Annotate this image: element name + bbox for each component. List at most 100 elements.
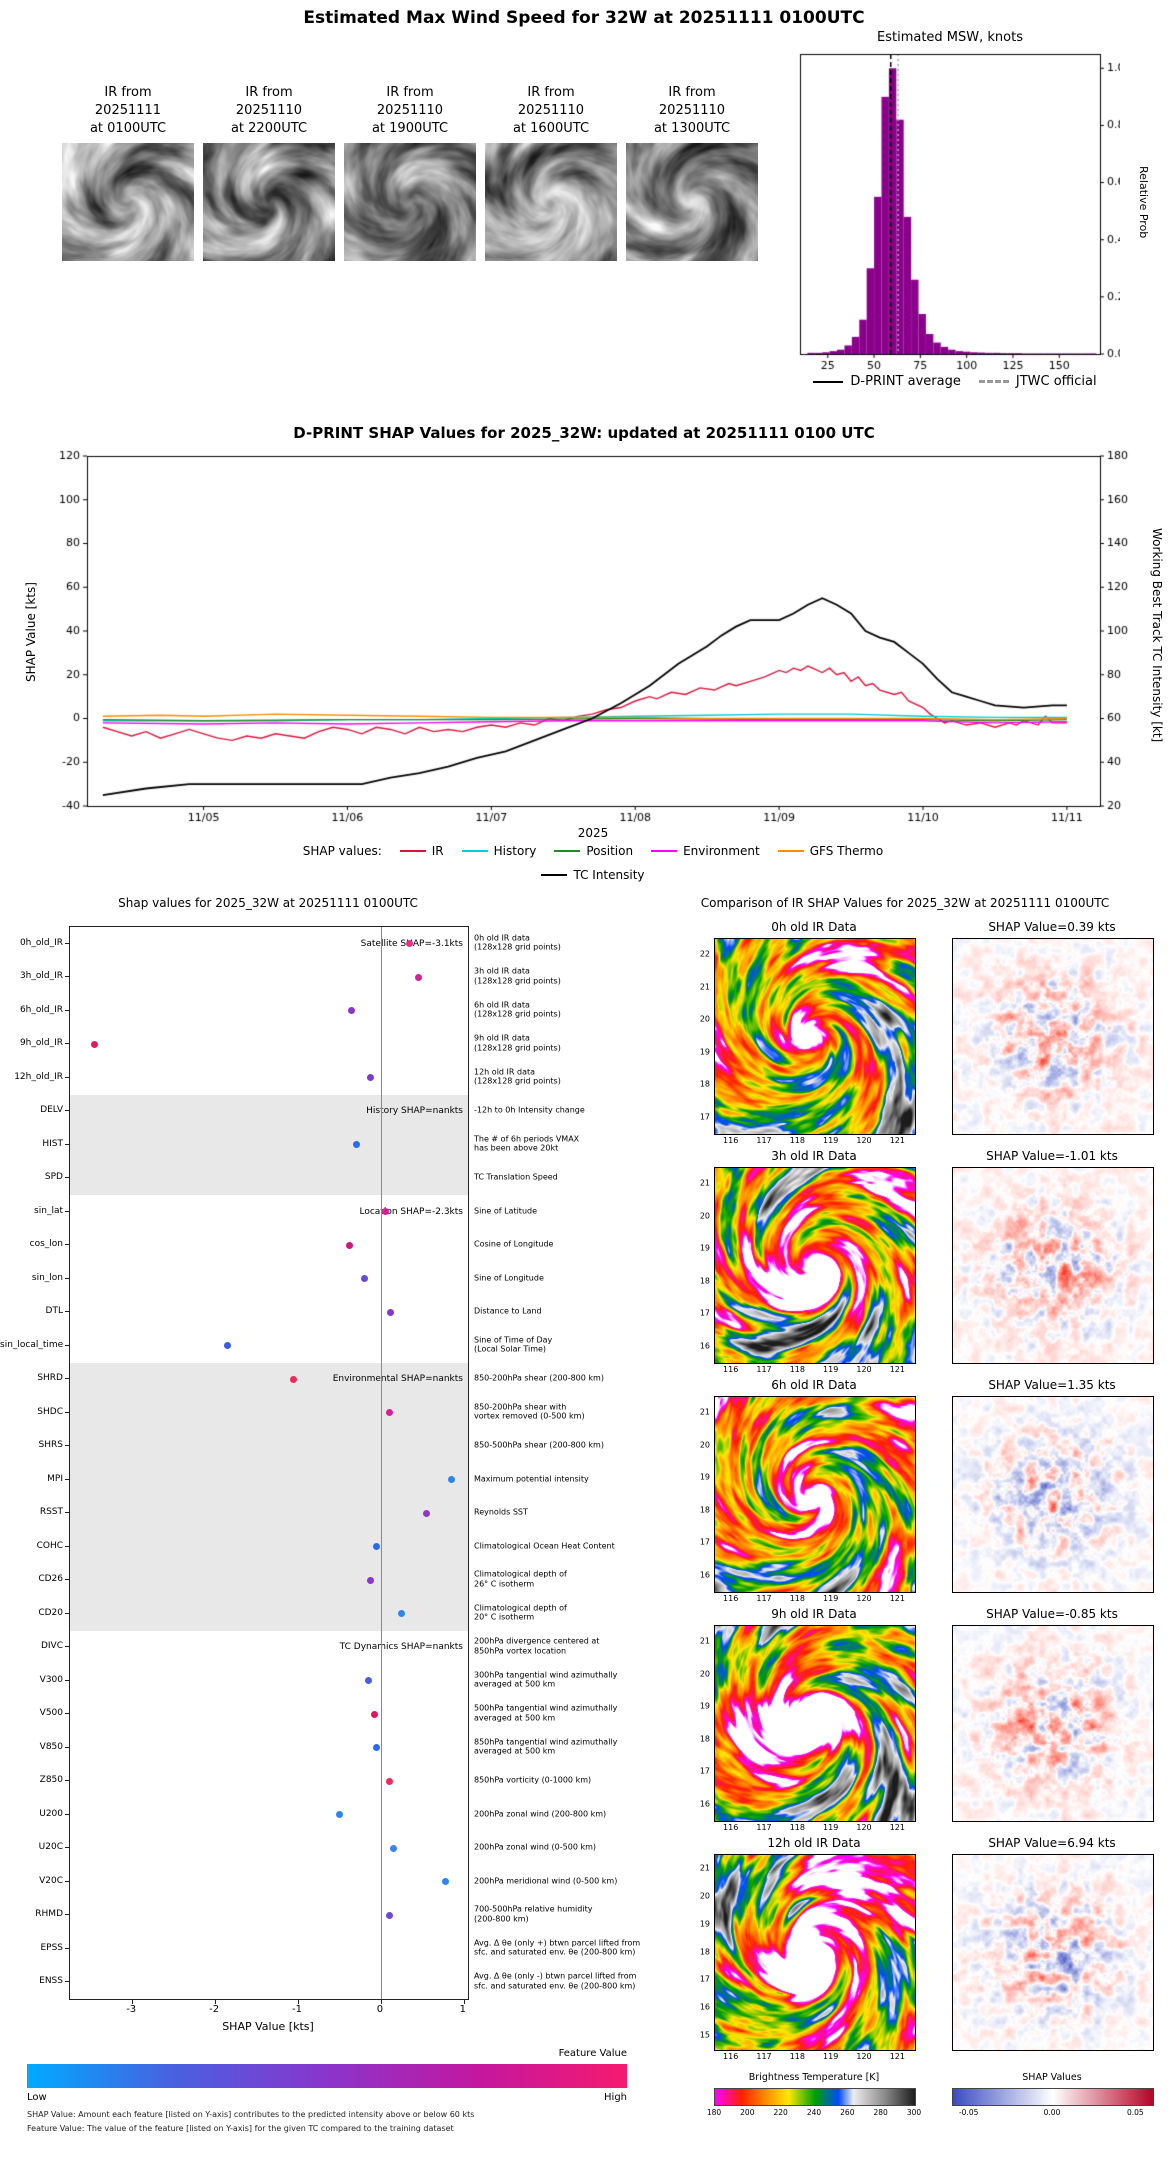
- y-tick: [65, 1043, 69, 1045]
- group-shap-label: Location SHAP=-2.3kts: [359, 1206, 463, 1217]
- lat-tick-label: 22: [699, 949, 710, 959]
- feature-name: V500: [39, 1708, 63, 1719]
- lat-tick-label: 18: [699, 1079, 710, 1089]
- shap-dot: [423, 1509, 431, 1517]
- lat-tick-label: 21: [699, 1178, 710, 1188]
- feature-name: U200: [39, 1808, 63, 1819]
- ir-thumbnail-image: [344, 143, 476, 261]
- lon-tick-label: 117: [756, 1823, 772, 1832]
- group-shap-label: Environmental SHAP=nankts: [332, 1374, 463, 1385]
- ir-thumbnail-caption: IR from 20251110 at 1600UTC: [512, 85, 590, 136]
- legend-item: History: [461, 844, 537, 858]
- shap-values-colorbar-label: SHAP Values: [1022, 2072, 1082, 2083]
- lat-tick-label: 18: [699, 1734, 710, 1744]
- y-tick: [65, 1244, 69, 1246]
- lon-tick-label: 121: [889, 1136, 905, 1145]
- shap-cb-tick-label: 0.05: [1126, 2108, 1144, 2117]
- shap-dot: [373, 1744, 381, 1752]
- shap-cb-tick-label: -0.05: [958, 2108, 979, 2117]
- lon-tick-label: 120: [856, 1594, 872, 1603]
- shap-dot: [352, 1141, 360, 1149]
- lat-tick-label: 20: [699, 1211, 710, 1221]
- x-tick-label: 0: [376, 2004, 384, 2015]
- lat-tick-label: 17: [699, 1308, 710, 1318]
- ir-map-title: 9h old IR Data: [771, 1607, 857, 1621]
- shap-map-title: SHAP Value=-0.85 kts: [986, 1607, 1118, 1621]
- legend-label: History: [493, 844, 537, 858]
- feature-desc: 850-500hPa shear (200-800 km): [474, 1440, 604, 1450]
- feature-desc: TC Translation Speed: [474, 1172, 558, 1182]
- x-tick-label: 1: [459, 2004, 467, 2015]
- legend-label: JTWC official: [1015, 374, 1097, 389]
- feature-desc: 3h old IR data (128x128 grid points): [474, 966, 561, 986]
- feature-desc: Avg. Δ θe (only +) btwn parcel lifted fr…: [474, 1938, 641, 1957]
- feature-value-colorbar-label: Feature Value: [558, 2048, 627, 2059]
- bt-tick-label: 220: [773, 2108, 788, 2117]
- y-tick: [65, 1612, 69, 1614]
- shap-dot: [370, 1710, 378, 1718]
- shap-dot: [373, 1543, 381, 1551]
- shap-dot: [365, 1677, 372, 1685]
- shap-dot: [398, 1610, 406, 1618]
- lat-tick-label: 17: [699, 1974, 710, 1984]
- lat-tick-label: 19: [699, 1919, 710, 1929]
- y-tick: [65, 1646, 69, 1648]
- lat-tick-label: 16: [699, 1799, 710, 1809]
- feature-desc: 200hPa zonal wind (0-500 km): [474, 1842, 596, 1852]
- legend-line: [461, 850, 488, 852]
- feature-name: sin_lon: [31, 1272, 63, 1283]
- ir-thumbnail-image: [485, 143, 617, 261]
- y-tick: [65, 1143, 69, 1145]
- shap-dot: [367, 1576, 375, 1584]
- legend-label: GFS Thermo: [809, 844, 884, 858]
- x-tick: [215, 1999, 217, 2004]
- lon-tick-label: 116: [723, 1136, 739, 1145]
- ir-map-image: [714, 1167, 916, 1364]
- feature-name: 9h_old_IR: [19, 1038, 63, 1049]
- lat-tick-label: 18: [699, 1505, 710, 1515]
- shap-dot: [348, 1007, 356, 1015]
- shap-dot: [91, 1040, 99, 1048]
- x-tick: [463, 1999, 465, 2004]
- legend-label: Environment: [683, 844, 760, 858]
- y-tick: [65, 1344, 69, 1346]
- ir-map-title: 12h old IR Data: [767, 1836, 861, 1850]
- y-tick: [65, 1445, 69, 1447]
- ir-thumbnail: IR from 20251110 at 1600UTC: [485, 84, 617, 261]
- feature-desc: 200hPa divergence centered at 850hPa vor…: [474, 1636, 600, 1656]
- legend-line: [541, 874, 568, 876]
- y-tick: [65, 1847, 69, 1849]
- shap-dot: [387, 1308, 395, 1316]
- y-tick: [65, 1210, 69, 1212]
- feature-name: RSST: [39, 1507, 63, 1518]
- legend-label: IR: [431, 844, 444, 858]
- lon-tick-label: 120: [856, 1365, 872, 1374]
- group-shap-label: TC Dynamics SHAP=nankts: [339, 1642, 463, 1653]
- legend-item: Environment: [651, 844, 760, 858]
- x-tick-label: -2: [209, 2004, 220, 2015]
- lon-tick-label: 117: [756, 1594, 772, 1603]
- group-band: [70, 1362, 468, 1631]
- shap-dot: [385, 1777, 393, 1785]
- timeseries-legend-row1: SHAP values: IR History Position Environment…: [0, 844, 1168, 858]
- brightness-temp-colorbar-label: Brightness Temperature [K]: [748, 2072, 880, 2083]
- ir-thumbnail: IR from 20251110 at 1300UTC: [626, 84, 758, 261]
- page-title: Estimated Max Wind Speed for 32W at 2025…: [303, 8, 865, 28]
- feature-desc: 850hPa tangential wind azimuthally avera…: [474, 1737, 618, 1756]
- lat-tick-label: 15: [699, 2030, 710, 2040]
- feature-desc: Climatological depth of 26° C isotherm: [474, 1569, 567, 1589]
- footnote-feature-value: Feature Value: The value of the feature …: [27, 2124, 454, 2133]
- lon-tick-label: 120: [856, 1136, 872, 1145]
- y-tick: [65, 1880, 69, 1882]
- legend-line: [554, 850, 581, 852]
- feature-name: cos_lon: [29, 1239, 63, 1250]
- feature-name: SHRS: [38, 1440, 63, 1451]
- brightness-temp-colorbar: [714, 2088, 916, 2106]
- x-tick: [298, 1999, 299, 2004]
- shap-dot: [385, 1911, 393, 1919]
- lat-tick-label: 21: [699, 1407, 710, 1417]
- timeseries-ylabel-right: Working Best Track TC Intensity [kt]: [1150, 528, 1164, 743]
- lat-tick-label: 17: [699, 1537, 710, 1547]
- lat-tick-label: 19: [699, 1243, 710, 1253]
